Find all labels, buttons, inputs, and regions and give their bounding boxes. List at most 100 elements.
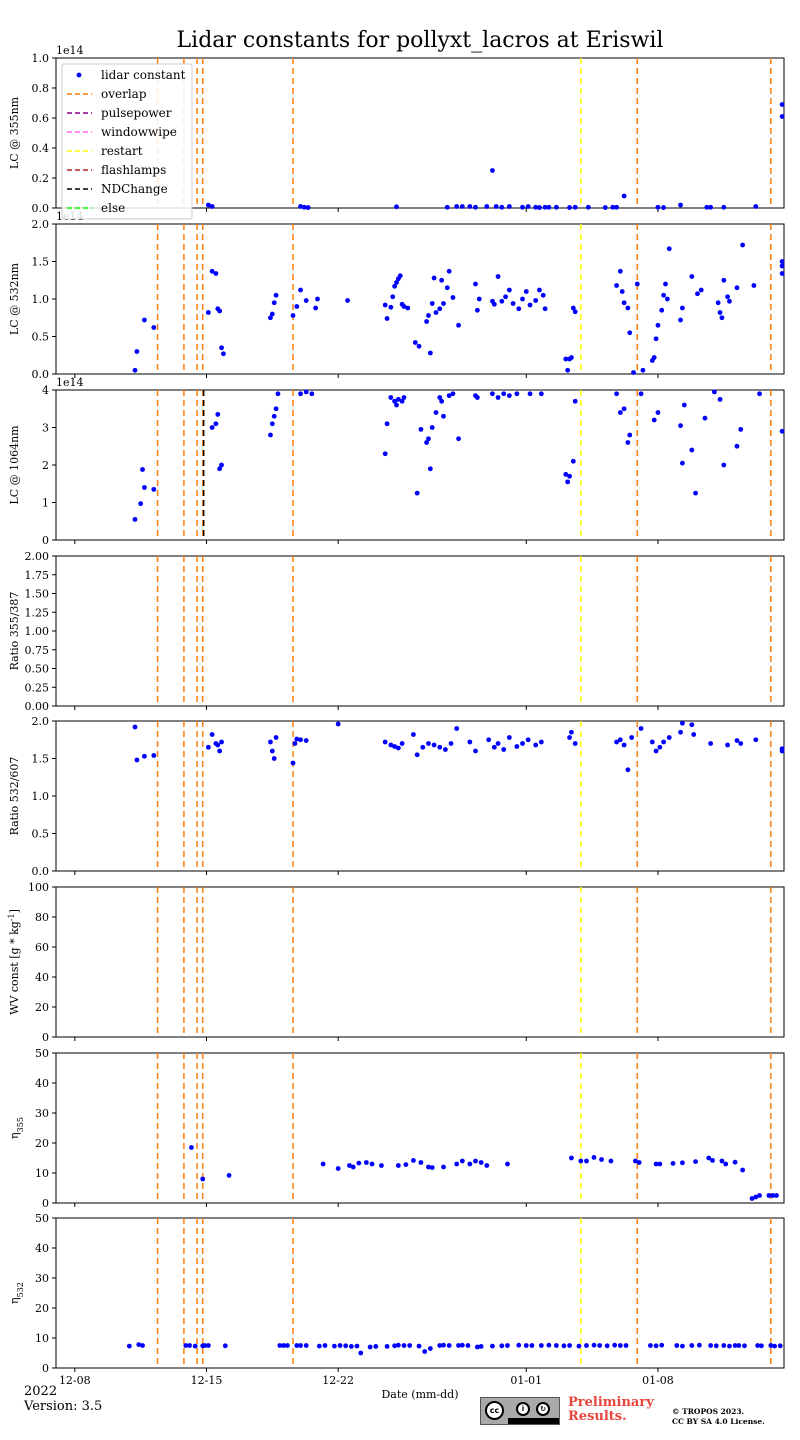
data-point-7-78 (772, 1343, 777, 1349)
data-point-4-42 (520, 741, 525, 746)
ytick-label-3-3: 0.75 (25, 644, 50, 657)
data-point-2-29 (426, 436, 431, 442)
data-point-0-5 (394, 204, 399, 210)
data-point-2-31 (429, 425, 435, 430)
ytick-label-6-1: 10 (35, 1167, 49, 1180)
ytick-label-4-0: 0.0 (32, 865, 50, 878)
data-point-2-26 (414, 490, 420, 496)
data-point-1-18 (303, 298, 309, 303)
data-point-6-29 (599, 1157, 604, 1162)
data-point-7-21 (348, 1344, 354, 1349)
data-point-7-36 (446, 1343, 452, 1348)
data-point-4-51 (621, 742, 627, 748)
data-point-6-19 (459, 1158, 465, 1164)
data-point-6-37 (693, 1159, 698, 1164)
data-point-7-3 (183, 1343, 189, 1348)
ytick-label-6-2: 20 (35, 1137, 49, 1150)
data-point-1-25 (390, 294, 396, 300)
data-point-4-54 (638, 726, 644, 731)
data-point-1-84 (655, 322, 661, 328)
data-point-4-28 (426, 741, 431, 746)
legend-label-0: lidar constant (101, 68, 186, 82)
data-point-1-15 (290, 313, 296, 318)
data-point-7-38 (459, 1342, 465, 1348)
data-point-1-46 (450, 295, 456, 300)
ytick-label-7-0: 0 (42, 1362, 49, 1375)
data-point-2-37 (450, 391, 456, 397)
data-point-7-24 (367, 1344, 373, 1350)
data-point-1-17 (298, 287, 303, 293)
data-point-1-24 (388, 304, 394, 310)
data-point-4-17 (298, 737, 303, 743)
data-point-4-70 (779, 748, 785, 754)
data-point-1-82 (651, 355, 657, 360)
data-point-2-12 (271, 413, 277, 419)
data-point-6-25 (569, 1155, 574, 1161)
data-point-1-3 (151, 325, 157, 330)
panel-frame-4 (55, 720, 785, 872)
data-point-7-67 (696, 1342, 702, 1348)
data-point-7-5 (192, 1343, 198, 1349)
data-point-4-67 (738, 741, 744, 746)
data-point-1-55 (503, 294, 508, 300)
data-point-1-78 (631, 370, 636, 375)
data-point-1-10 (221, 351, 226, 357)
data-point-4-27 (420, 744, 426, 750)
ylabel-0: LC @ 355nm (8, 96, 21, 169)
data-point-7-10 (277, 1343, 283, 1348)
data-point-4-49 (614, 739, 619, 745)
ylabel-5: WV const [g * kg-1] (7, 909, 22, 1015)
data-point-4-55 (649, 739, 655, 745)
data-point-7-13 (294, 1343, 300, 1348)
data-point-7-41 (478, 1344, 484, 1349)
data-point-1-85 (659, 307, 665, 313)
data-point-2-1 (138, 501, 144, 507)
ytick-label-2-2: 2 (42, 459, 49, 472)
data-point-1-12 (269, 311, 275, 317)
data-point-2-45 (514, 391, 520, 397)
data-point-0-10 (473, 204, 478, 210)
data-point-7-8 (205, 1343, 211, 1348)
data-point-1-97 (719, 315, 725, 321)
data-point-0-30 (655, 204, 661, 210)
data-point-0-8 (459, 204, 465, 209)
data-point-1-54 (499, 298, 505, 304)
data-point-1-13 (271, 300, 277, 306)
data-point-7-71 (727, 1343, 732, 1349)
data-point-1-6 (213, 271, 219, 276)
data-point-7-77 (768, 1343, 774, 1348)
data-point-7-53 (576, 1343, 582, 1349)
data-point-2-57 (627, 432, 633, 438)
ytick-label-7-5: 50 (35, 1212, 49, 1225)
data-point-2-69 (721, 462, 727, 468)
data-point-6-46 (757, 1193, 762, 1198)
data-point-1-52 (491, 301, 497, 307)
data-point-1-26 (392, 283, 398, 289)
data-point-4-32 (448, 741, 454, 746)
data-point-4-44 (533, 742, 539, 748)
data-point-7-19 (337, 1343, 343, 1348)
ytick-label-7-3: 30 (35, 1272, 49, 1285)
data-point-1-38 (429, 301, 435, 306)
data-point-2-28 (424, 440, 429, 445)
data-point-1-34 (416, 343, 422, 349)
data-point-1-14 (273, 292, 279, 298)
data-point-4-21 (388, 742, 394, 748)
ytick-label-2-3: 3 (42, 422, 49, 435)
data-point-2-33 (437, 395, 443, 400)
data-point-2-72 (757, 391, 762, 397)
ytick-label-0-5: 1.0 (32, 52, 50, 65)
data-point-2-19 (384, 421, 390, 427)
data-point-0-14 (499, 204, 505, 210)
data-point-4-7 (215, 742, 221, 748)
data-point-6-45 (753, 1194, 759, 1200)
data-point-1-62 (533, 298, 539, 303)
data-point-7-58 (612, 1342, 618, 1348)
data-point-4-60 (678, 729, 683, 735)
ytick-label-5-3: 60 (35, 941, 49, 954)
data-point-2-3 (151, 486, 157, 492)
data-point-7-35 (441, 1342, 446, 1348)
data-point-7-7 (202, 1343, 208, 1348)
data-point-2-15 (298, 391, 303, 397)
data-point-6-27 (584, 1158, 589, 1164)
